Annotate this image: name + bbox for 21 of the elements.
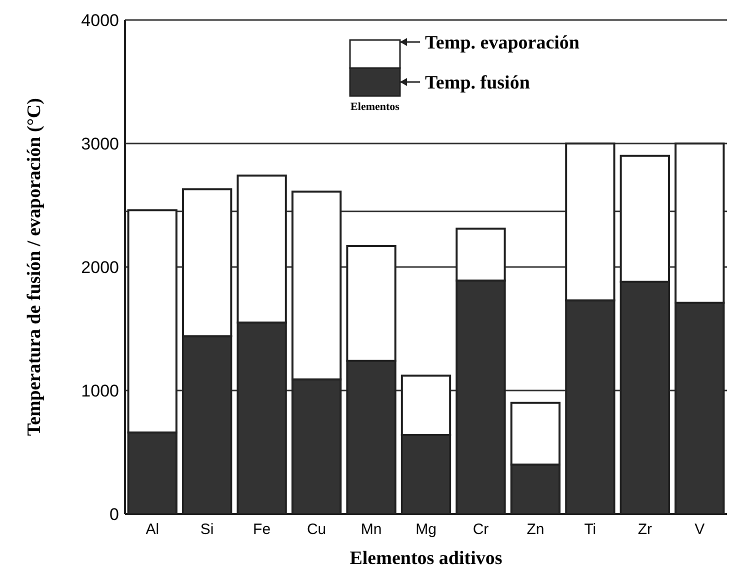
- y-tick-label: 0: [110, 504, 119, 524]
- x-tick-label: Cr: [472, 521, 489, 538]
- annotation: Elementos: [350, 101, 400, 113]
- x-tick-label: Zr: [638, 521, 652, 538]
- legend-label: Temp. evaporación: [425, 32, 580, 54]
- x-tick-label: Ti: [584, 521, 596, 538]
- x-tick-label: Zn: [526, 521, 544, 538]
- x-tick-label: Al: [146, 521, 160, 538]
- x-tick-label: Fe: [253, 521, 271, 538]
- y-tick-label: 3000: [81, 134, 119, 154]
- y-tick-label: 4000: [81, 10, 119, 30]
- y-axis-title: Temperatura de fusión / evaporación (°C): [24, 98, 45, 436]
- y-tick-label: 1000: [81, 381, 119, 400]
- x-tick-label: Mg: [416, 521, 436, 538]
- x-tick-label: Mn: [360, 521, 382, 538]
- y-tick-label: 2000: [81, 258, 119, 277]
- x-axis-title: Elementos aditivos: [350, 548, 502, 569]
- x-tick-label: V: [694, 521, 705, 538]
- x-tick-label: Cu: [306, 521, 326, 538]
- x-tick-label: Si: [200, 521, 214, 538]
- legend-label: Temp. fusión: [425, 72, 530, 94]
